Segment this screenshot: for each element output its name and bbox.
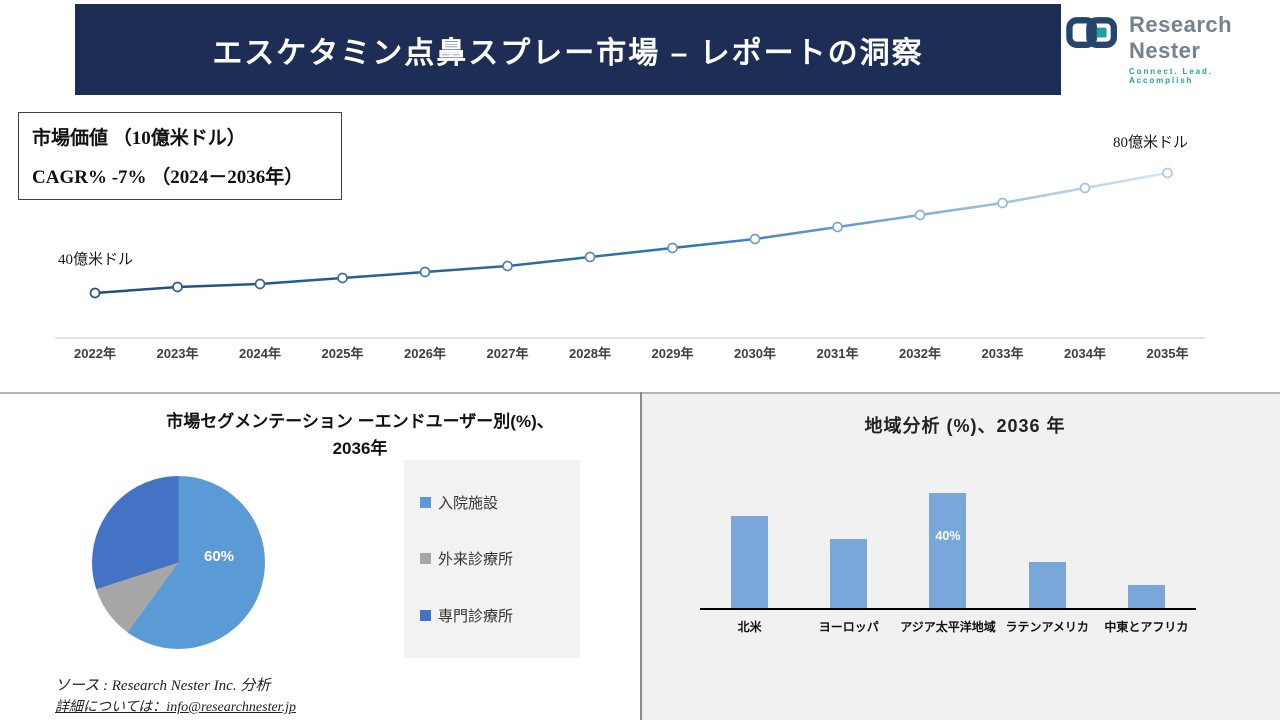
pie-title-line2: 2036年 bbox=[332, 439, 388, 458]
market-value-box: 市場価値 （10億米ドル） CAGR% -7% （2024－2036年） bbox=[18, 112, 342, 200]
legend-item: 入院施設 bbox=[420, 492, 564, 513]
research-nester-logo-icon bbox=[1064, 12, 1122, 59]
svg-text:2022年: 2022年 bbox=[74, 346, 116, 361]
bar-2: 40% bbox=[929, 493, 967, 608]
bar-chart-categories: 北米 ヨーロッパ アジア太平洋地域 ラテンアメリカ 中東とアフリカ bbox=[700, 618, 1196, 635]
bar-chart-title: 地域分析 (%)、2036 年 bbox=[864, 416, 1066, 436]
source-note: ソース : Research Nester Inc. 分析 bbox=[55, 678, 271, 694]
pie-chart-title: 市場セグメンテーション ーエンドユーザー別(%)、 2036年 bbox=[60, 408, 660, 462]
svg-text:2035年: 2035年 bbox=[1147, 346, 1189, 361]
line-end-value-label: 80億米ドル bbox=[1113, 135, 1189, 151]
bar-1 bbox=[830, 539, 868, 608]
line-start-value-label: 40億米ドル bbox=[58, 252, 134, 268]
brand-name: Research Nester bbox=[1129, 12, 1233, 63]
svg-text:2025年: 2025年 bbox=[322, 346, 364, 361]
bar-category-label: アジア太平洋地域 bbox=[900, 620, 996, 634]
legend-swatch-icon bbox=[420, 610, 431, 622]
market-value-label: 市場価値 （10億米ドル） bbox=[32, 128, 246, 149]
legend-label: 外来診療所 bbox=[438, 551, 514, 569]
svg-text:2034年: 2034年 bbox=[1064, 346, 1106, 361]
header-banner: エスケタミン点鼻スプレー市場 – レポートの洞察 bbox=[75, 4, 1061, 95]
legend-item: 外来診療所 bbox=[420, 548, 564, 569]
bar-category-label: ラテンアメリカ bbox=[1005, 620, 1089, 634]
svg-text:2029年: 2029年 bbox=[652, 346, 694, 361]
legend-label: 専門診療所 bbox=[438, 608, 514, 626]
bar-3 bbox=[1028, 562, 1066, 608]
brand-tagline: Connect. Lead. Accomplish bbox=[1129, 67, 1213, 85]
svg-text:2023年: 2023年 bbox=[157, 346, 199, 361]
page-title: エスケタミン点鼻スプレー市場 – レポートの洞察 bbox=[212, 36, 924, 70]
bar-0 bbox=[731, 516, 769, 608]
logo-text: Research Nester Connect. Lead. Accomplis… bbox=[1129, 12, 1280, 85]
svg-text:2030年: 2030年 bbox=[734, 346, 776, 361]
bar-value-label: 40% bbox=[935, 529, 961, 543]
legend-swatch-icon bbox=[420, 553, 431, 565]
bar-4 bbox=[1127, 585, 1165, 608]
svg-text:2027年: 2027年 bbox=[487, 346, 529, 361]
pie-title-line1: 市場セグメンテーション ーエンドユーザー別(%)、 bbox=[166, 412, 554, 431]
svg-text:2028年: 2028年 bbox=[569, 346, 611, 361]
bar-category-label: ヨーロッパ bbox=[818, 620, 879, 634]
contact-email-link[interactable]: 詳細については：info@researchnester.jp bbox=[55, 700, 296, 715]
line-chart: 2022年 2023年 2024年 2025年 2026年 2027年 2028年 2029年… bbox=[55, 167, 1205, 361]
cagr-label: CAGR% -7% （2024－2036年） bbox=[32, 167, 304, 188]
svg-text:2032年: 2032年 bbox=[899, 346, 941, 361]
vertical-divider bbox=[640, 392, 642, 720]
legend-item: 専門診療所 bbox=[420, 605, 564, 626]
svg-text:2033年: 2033年 bbox=[982, 346, 1024, 361]
svg-text:2026年: 2026年 bbox=[404, 346, 446, 361]
pie-chart bbox=[92, 476, 265, 649]
pie-data-label: 60% bbox=[204, 548, 235, 565]
pie-legend: 入院施設外来診療所専門診療所 bbox=[404, 460, 580, 658]
svg-text:2031年: 2031年 bbox=[817, 346, 859, 361]
brand-logo: Research Nester Connect. Lead. Accomplis… bbox=[1064, 12, 1280, 85]
bar-category-label: 中東とアフリカ bbox=[1104, 620, 1189, 634]
legend-swatch-icon bbox=[420, 496, 431, 508]
bar-category-label: 北米 bbox=[737, 620, 762, 634]
legend-label: 入院施設 bbox=[438, 494, 499, 512]
svg-text:2024年: 2024年 bbox=[239, 346, 281, 361]
bar-chart: 40% bbox=[700, 493, 1196, 610]
